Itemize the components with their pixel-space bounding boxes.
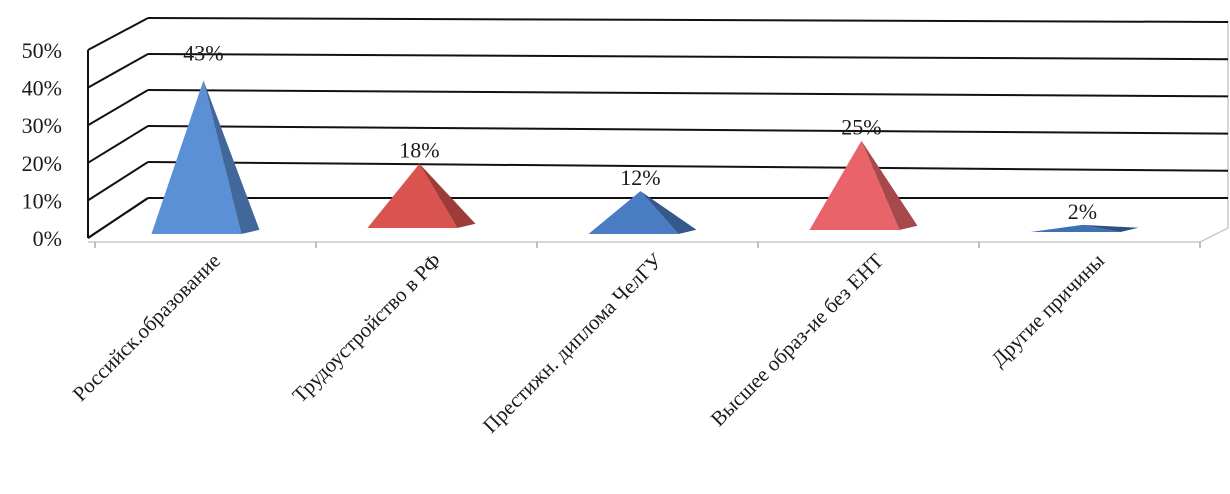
y-tick-label: 30% (22, 113, 62, 138)
x-category-label: Престижн. диплома ЧелГУ (478, 248, 667, 437)
y-tick-label: 0% (33, 226, 62, 251)
gridline-back-1 (147, 161, 1229, 172)
data-label: 25% (841, 115, 881, 140)
gridline-back-2 (147, 125, 1229, 135)
pyramid-bar-front (367, 163, 458, 228)
gridline-back-4 (147, 53, 1229, 61)
data-label: 18% (399, 138, 439, 163)
pyramid-bar-side (640, 191, 697, 234)
data-label: 12% (620, 165, 660, 190)
x-category-label: Российск.образование (68, 249, 225, 406)
gridline-side-0 (87, 197, 149, 239)
gridline-side-1 (87, 161, 149, 202)
pyramid-bar-front (1030, 224, 1121, 232)
pyramid-bar-front (809, 140, 900, 230)
x-category-label: Трудоустройство в РФ (287, 249, 446, 408)
gridline-back-5 (147, 17, 1229, 23)
gridline-back-3 (147, 89, 1229, 98)
data-label: 43% (183, 40, 223, 65)
pyramid-bar-side (861, 140, 918, 230)
y-tick-label: 10% (22, 188, 62, 213)
pyramid-bar-side (419, 163, 476, 228)
y-tick-label: 20% (22, 151, 62, 176)
pyramid-bar-side (1082, 224, 1139, 232)
pyramid-bar-front (588, 191, 679, 234)
x-category-label: Другие причины (986, 249, 1109, 372)
y-tick-label: 50% (22, 38, 62, 63)
gridline-side-3 (87, 89, 149, 127)
gridline-side-5 (87, 17, 149, 51)
x-category-label: Высшее образ-ие без ЕНТ (706, 248, 889, 431)
floor-right-edge (1199, 227, 1229, 243)
gridline-side-2 (87, 125, 149, 164)
y-tick-label: 40% (22, 76, 62, 101)
pyramid-bar-front (151, 80, 242, 235)
data-label: 2% (1068, 199, 1097, 224)
gridline-side-4 (87, 53, 149, 89)
pyramid-bar-side (203, 80, 260, 235)
